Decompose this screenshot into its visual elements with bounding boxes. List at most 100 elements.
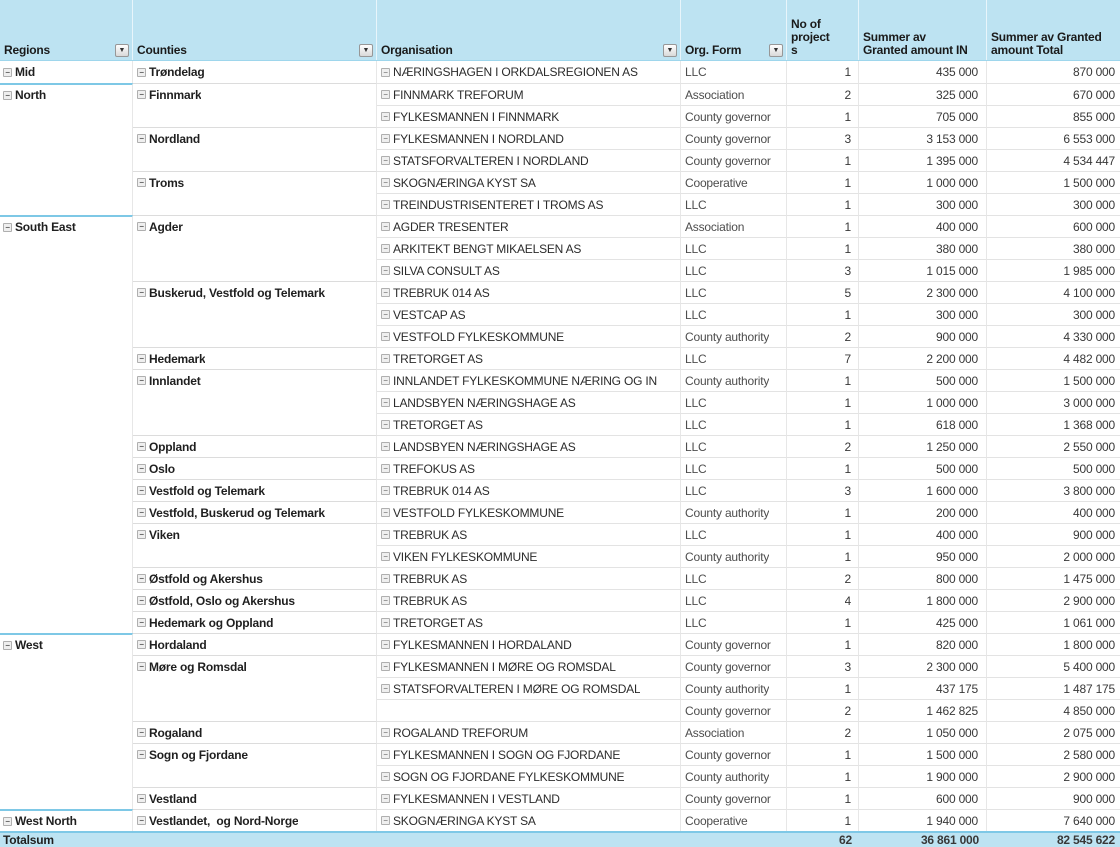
organisation-cell[interactable]: − TREBRUK AS [377,523,681,545]
collapse-icon[interactable]: − [381,90,390,99]
organisation-cell[interactable]: − TREBRUK 014 AS [377,479,681,501]
organisation-cell[interactable]: − SKOGNÆRINGA KYST SA [377,809,681,831]
collapse-icon[interactable]: − [381,288,390,297]
organisation-cell[interactable]: − FYLKESMANNEN I VESTLAND [377,787,681,809]
collapse-icon[interactable]: − [137,134,146,143]
collapse-icon[interactable]: − [137,486,146,495]
collapse-icon[interactable]: − [381,156,390,165]
collapse-icon[interactable]: − [381,332,390,341]
region-cell[interactable]: − South East [0,215,133,237]
collapse-icon[interactable]: − [381,552,390,561]
collapse-icon[interactable]: − [137,728,146,737]
organisation-cell[interactable]: − NÆRINGSHAGEN I ORKDALSREGIONEN AS [377,61,681,83]
collapse-icon[interactable]: − [137,90,146,99]
collapse-icon[interactable]: − [381,794,390,803]
organisation-cell[interactable]: − VIKEN FYLKESKOMMUNE [377,545,681,567]
region-cell[interactable]: − West [0,633,133,655]
county-cell[interactable]: − Viken [133,523,377,545]
collapse-icon[interactable]: − [381,816,390,825]
county-cell[interactable]: − Vestlandet, og Nord-Norge [133,809,377,831]
organisation-cell[interactable]: − TREBRUK AS [377,589,681,611]
collapse-icon[interactable]: − [381,222,390,231]
collapse-icon[interactable]: − [381,772,390,781]
organisation-cell[interactable]: − SOGN OG FJORDANE FYLKESKOMMUNE [377,765,681,787]
organisation-cell[interactable]: − TRETORGET AS [377,413,681,435]
county-cell[interactable]: − Vestfold og Telemark [133,479,377,501]
collapse-icon[interactable]: − [137,178,146,187]
organisation-cell[interactable]: − FYLKESMANNEN I FINNMARK [377,105,681,127]
collapse-icon[interactable]: − [3,640,12,650]
region-cell[interactable]: − Mid [0,61,133,83]
collapse-icon[interactable]: − [381,640,390,649]
collapse-icon[interactable]: − [3,816,12,826]
county-cell[interactable]: − Oslo [133,457,377,479]
county-cell[interactable]: − Hedemark og Oppland [133,611,377,633]
collapse-icon[interactable]: − [137,508,146,517]
collapse-icon[interactable]: − [381,200,390,209]
filter-button-counties[interactable]: ▼ [359,44,373,57]
region-cell[interactable]: − North [0,83,133,105]
organisation-cell[interactable]: − TRETORGET AS [377,347,681,369]
collapse-icon[interactable]: − [381,750,390,759]
collapse-icon[interactable]: − [137,640,146,649]
collapse-icon[interactable]: − [381,728,390,737]
collapse-icon[interactable]: − [381,112,390,121]
filter-button-organisation[interactable]: ▼ [663,44,677,57]
collapse-icon[interactable]: − [381,464,390,473]
collapse-icon[interactable]: − [381,134,390,143]
collapse-icon[interactable]: − [137,67,146,77]
organisation-cell[interactable]: − VESTCAP AS [377,303,681,325]
county-cell[interactable]: − Vestland [133,787,377,809]
collapse-icon[interactable]: − [137,354,146,363]
filter-button-org-form[interactable]: ▼ [769,44,783,57]
collapse-icon[interactable]: − [381,574,390,583]
organisation-cell[interactable]: − LANDSBYEN NÆRINGSHAGE AS [377,391,681,413]
collapse-icon[interactable]: − [137,288,146,297]
organisation-cell[interactable]: − STATSFORVALTEREN I NORDLAND [377,149,681,171]
region-cell[interactable]: − West North [0,809,133,831]
collapse-icon[interactable]: − [137,618,146,627]
county-cell[interactable]: − Agder [133,215,377,237]
county-cell[interactable]: − Hedemark [133,347,377,369]
collapse-icon[interactable]: − [137,574,146,583]
organisation-cell[interactable]: − VESTFOLD FYLKESKOMMUNE [377,501,681,523]
collapse-icon[interactable]: − [381,442,390,451]
collapse-icon[interactable]: − [381,398,390,407]
organisation-cell[interactable]: − FYLKESMANNEN I MØRE OG ROMSDAL [377,655,681,677]
organisation-cell[interactable]: − LANDSBYEN NÆRINGSHAGE AS [377,435,681,457]
organisation-cell[interactable]: − TREINDUSTRISENTERET I TROMS AS [377,193,681,215]
collapse-icon[interactable]: − [381,662,390,671]
collapse-icon[interactable]: − [137,222,146,231]
organisation-cell[interactable]: − FYLKESMANNEN I HORDALAND [377,633,681,655]
collapse-icon[interactable]: − [137,596,146,605]
organisation-cell[interactable]: − TREBRUK 014 AS [377,281,681,303]
county-cell[interactable]: − Vestfold, Buskerud og Telemark [133,501,377,523]
collapse-icon[interactable]: − [381,376,390,385]
county-cell[interactable]: − Hordaland [133,633,377,655]
collapse-icon[interactable]: − [381,530,390,539]
collapse-icon[interactable]: − [137,376,146,385]
organisation-cell[interactable]: − FYLKESMANNEN I NORDLAND [377,127,681,149]
organisation-cell[interactable]: − FINNMARK TREFORUM [377,83,681,105]
organisation-cell[interactable]: − ROGALAND TREFORUM [377,721,681,743]
organisation-cell[interactable]: − SILVA CONSULT AS [377,259,681,281]
collapse-icon[interactable]: − [137,530,146,539]
county-cell[interactable]: − Oppland [133,435,377,457]
county-cell[interactable]: − Nordland [133,127,377,149]
collapse-icon[interactable]: − [381,508,390,517]
county-cell[interactable]: − Finnmark [133,83,377,105]
collapse-icon[interactable]: − [137,794,146,803]
collapse-icon[interactable]: − [381,596,390,605]
collapse-icon[interactable]: − [381,684,390,693]
collapse-icon[interactable]: − [3,222,12,232]
collapse-icon[interactable]: − [381,618,390,627]
county-cell[interactable]: − Buskerud, Vestfold og Telemark [133,281,377,303]
county-cell[interactable]: − Innlandet [133,369,377,391]
county-cell[interactable]: − Sogn og Fjordane [133,743,377,765]
county-cell[interactable]: − Trøndelag [133,61,377,83]
filter-button-regions[interactable]: ▼ [115,44,129,57]
organisation-cell[interactable]: − TREFOKUS AS [377,457,681,479]
collapse-icon[interactable]: − [3,90,12,100]
organisation-cell[interactable]: − STATSFORVALTEREN I MØRE OG ROMSDAL [377,677,681,699]
collapse-icon[interactable]: − [137,464,146,473]
